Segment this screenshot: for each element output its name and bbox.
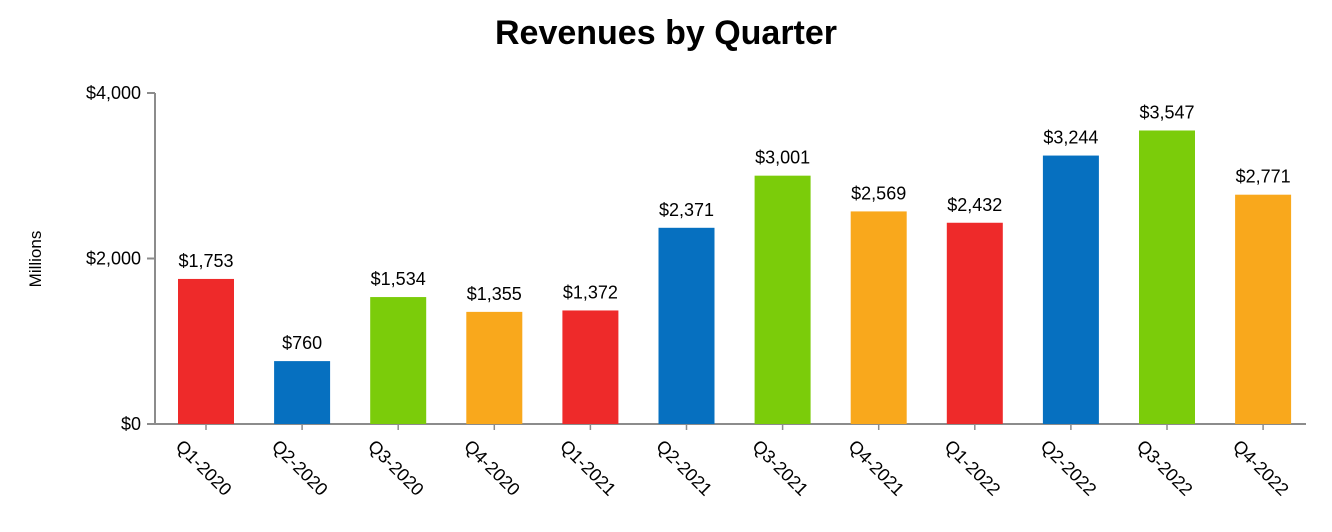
- bar: [1042, 155, 1099, 424]
- x-tick-label: Q3-2022: [1133, 436, 1197, 500]
- x-tick-label: Q3-2021: [748, 436, 812, 500]
- bar: [658, 227, 715, 424]
- x-tick-label: Q1-2022: [941, 436, 1005, 500]
- data-label: $2,569: [851, 183, 906, 203]
- data-label: $1,372: [563, 282, 618, 302]
- data-label: $1,534: [371, 269, 426, 289]
- data-label: $1,753: [178, 251, 233, 271]
- data-label: $3,547: [1139, 102, 1194, 122]
- data-label: $760: [282, 333, 322, 353]
- x-tick-label: Q2-2020: [268, 436, 332, 500]
- x-tick-label: Q4-2020: [460, 436, 524, 500]
- x-tick-label: Q3-2020: [364, 436, 428, 500]
- bar: [850, 211, 907, 424]
- data-label: $2,432: [947, 195, 1002, 215]
- bar: [1139, 130, 1195, 424]
- y-tick-label: $2,000: [86, 249, 141, 269]
- y-tick-label: $4,000: [86, 83, 141, 103]
- bar: [754, 175, 811, 424]
- x-tick-label: Q4-2022: [1229, 436, 1293, 500]
- data-label: $1,355: [467, 284, 522, 304]
- x-tick-label: Q2-2021: [652, 436, 716, 500]
- data-label: $3,244: [1043, 128, 1098, 148]
- bar: [946, 222, 1003, 424]
- x-tick-label: Q1-2020: [172, 436, 236, 500]
- bar: [370, 297, 427, 424]
- data-label: $3,001: [755, 148, 810, 168]
- chart-title: Revenues by Quarter: [494, 14, 838, 52]
- bar: [466, 311, 523, 424]
- bar: [562, 310, 619, 424]
- bar: [1235, 194, 1292, 424]
- bar: [274, 361, 331, 424]
- y-tick-label: $0: [121, 414, 141, 434]
- bar: [178, 278, 234, 424]
- data-label: $2,771: [1236, 167, 1291, 187]
- x-tick-label: Q4-2021: [845, 436, 909, 500]
- x-tick-label: Q2-2022: [1037, 436, 1101, 500]
- x-tick-label: Q1-2021: [556, 436, 620, 500]
- data-label: $2,371: [659, 200, 714, 220]
